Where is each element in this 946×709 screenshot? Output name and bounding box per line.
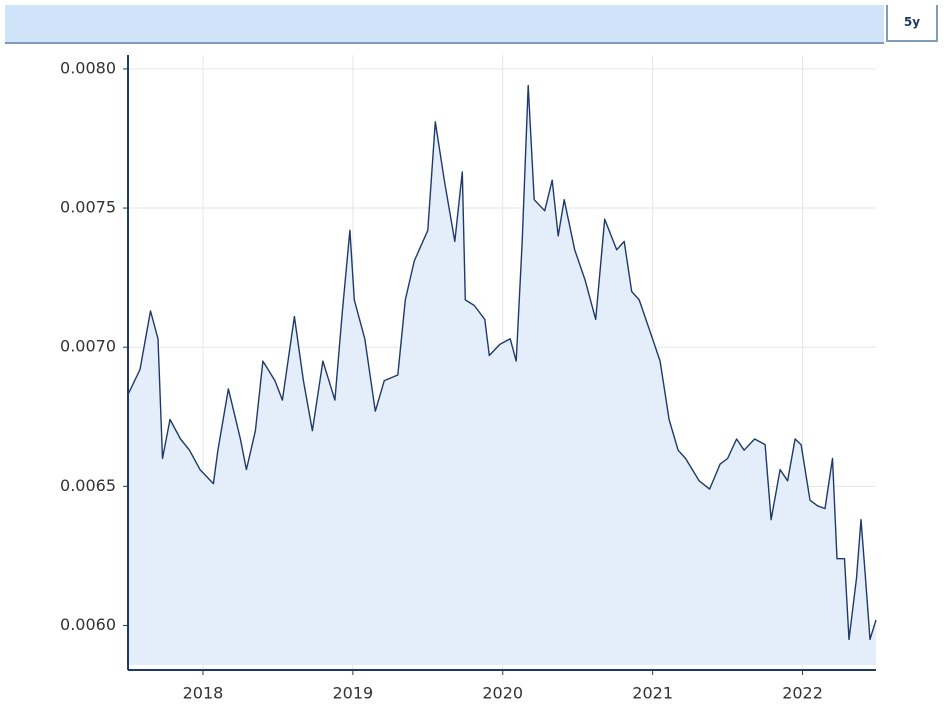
x-tick-label: 2021 <box>632 684 673 703</box>
area <box>128 85 876 666</box>
y-tick-label: 0.0075 <box>60 198 116 217</box>
toolbar <box>5 5 884 44</box>
y-tick-label: 0.0080 <box>60 58 116 77</box>
y-tick-label: 0.0070 <box>60 337 116 356</box>
x-tick-label: 2022 <box>782 684 823 703</box>
x-tick-label: 2018 <box>183 684 224 703</box>
y-tick-label: 0.0065 <box>60 476 116 495</box>
x-tick-label: 2020 <box>482 684 523 703</box>
y-tick-label: 0.0060 <box>60 615 116 634</box>
range-button[interactable]: 5y <box>886 5 938 42</box>
line <box>127 84 877 641</box>
x-tick-label: 2019 <box>332 684 373 703</box>
